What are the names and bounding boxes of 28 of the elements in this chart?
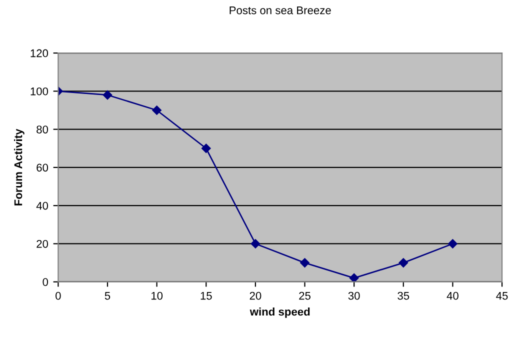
- x-tick-label: 15: [200, 292, 212, 300]
- x-axis-title: wind speed: [250, 307, 310, 318]
- point: [448, 239, 458, 248]
- x-tick-label: 5: [104, 292, 110, 300]
- x-tick-label: 25: [299, 292, 310, 300]
- point: [152, 106, 162, 115]
- y-tick-label: 20: [36, 240, 48, 248]
- y-tick-label: 40: [36, 202, 48, 210]
- point: [102, 90, 112, 100]
- x-tick-label: 0: [56, 292, 61, 300]
- point: [349, 273, 359, 282]
- x-tick-label: 45: [496, 292, 508, 300]
- x-tick-label: 20: [250, 292, 262, 300]
- point: [398, 258, 408, 268]
- x-tick-label: 10: [151, 292, 163, 300]
- chart-title: Posts on sea Breeze: [230, 6, 331, 14]
- x-tick-label: 35: [398, 292, 410, 300]
- y-tick-label: 0: [42, 278, 48, 286]
- y-tick-label: 60: [36, 164, 48, 172]
- x-tick-label: 40: [446, 292, 458, 300]
- y-tick-label: 120: [30, 49, 48, 58]
- y-axis-title: Forum Activity: [14, 128, 24, 206]
- point: [202, 144, 211, 154]
- y-tick-label: 80: [36, 126, 48, 134]
- point: [250, 239, 260, 248]
- x-tick-label: 30: [348, 292, 360, 300]
- point: [300, 258, 310, 268]
- y-tick-label: 100: [30, 87, 48, 96]
